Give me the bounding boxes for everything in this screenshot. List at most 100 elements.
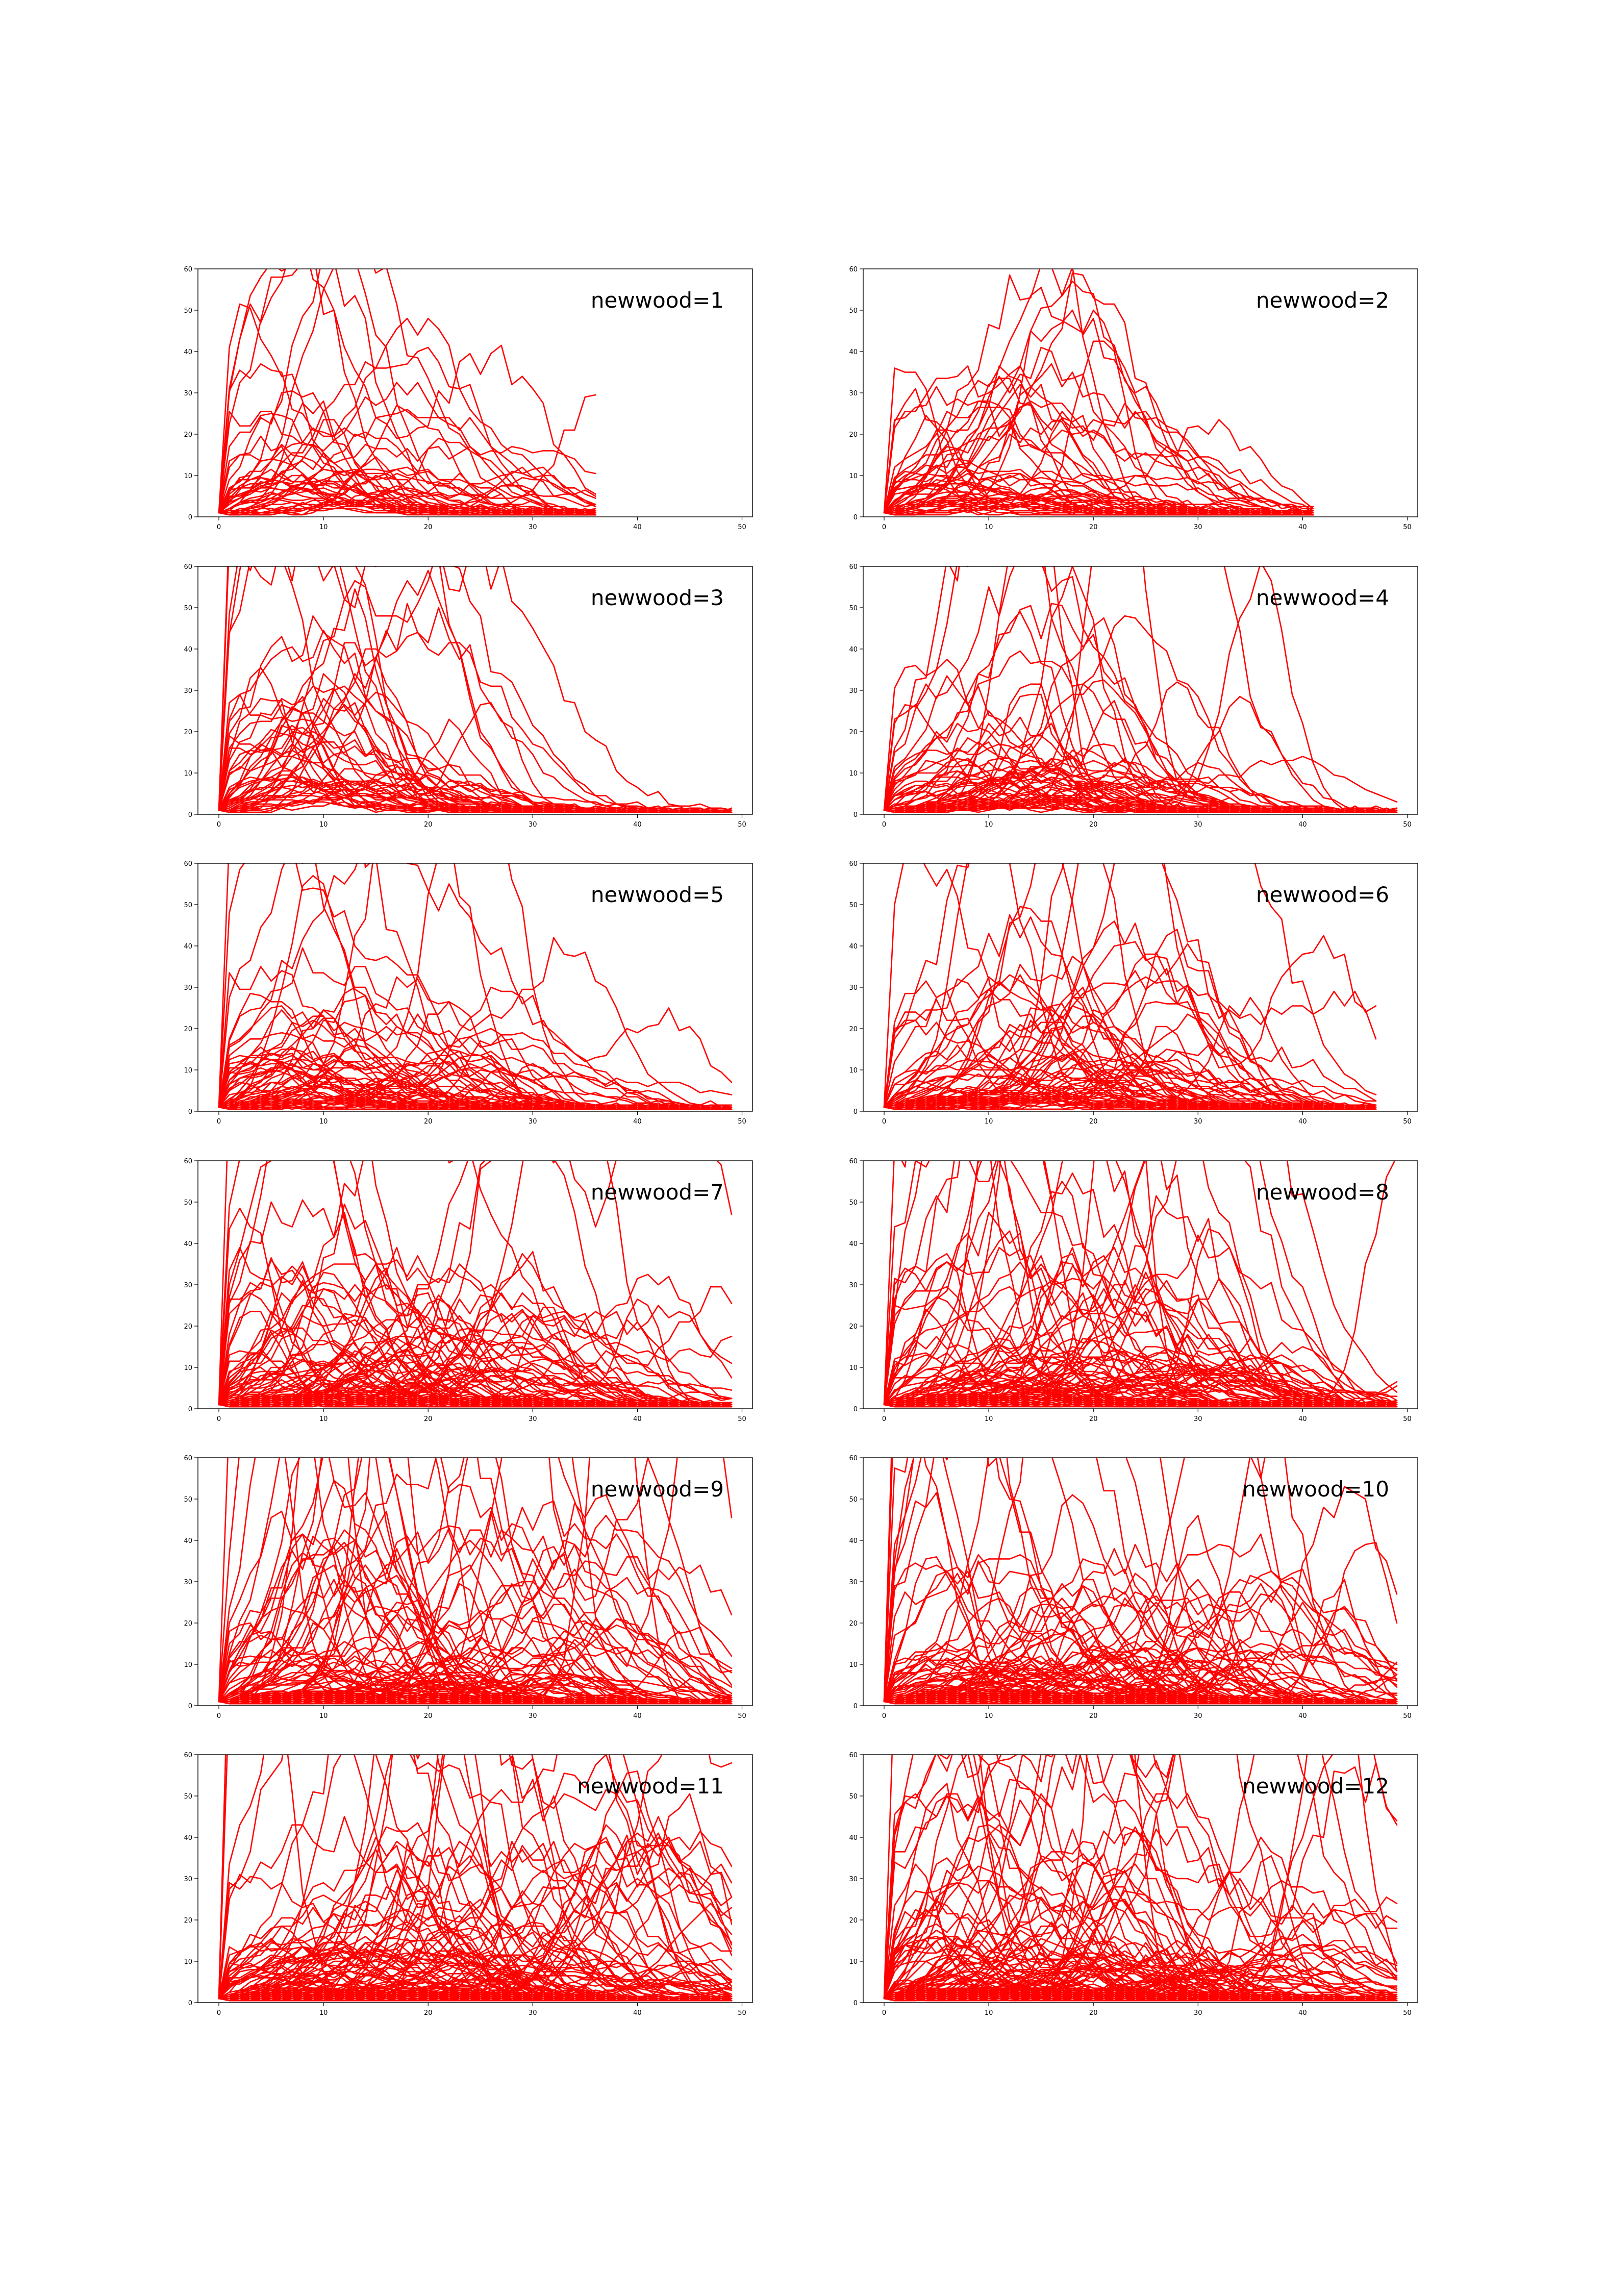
series-line [218, 1755, 733, 2002]
y-tick-label: 40 [849, 348, 858, 356]
y-tick-label: 10 [184, 472, 192, 480]
series-line [218, 780, 733, 813]
y-tick-label: 0 [853, 2000, 858, 2007]
y-tick-label: 20 [184, 729, 192, 736]
series-line [883, 1899, 1398, 2002]
series-line [218, 1663, 733, 1705]
traces [218, 863, 733, 1110]
y-tick-label: 50 [849, 1793, 858, 1801]
y-tick-label: 20 [849, 1917, 858, 1925]
x-tick-label: 10 [319, 523, 328, 531]
series-line [218, 1894, 733, 2002]
y-tick-label: 10 [849, 1364, 858, 1372]
series-line [883, 1364, 1398, 1408]
x-tick-label: 30 [529, 1712, 537, 1720]
panel-title: newwood=11 [577, 1774, 724, 1799]
y-tick-label: 30 [849, 984, 858, 992]
x-tick-label: 40 [633, 1118, 642, 1126]
x-tick-label: 30 [1194, 1712, 1202, 1720]
series-line [218, 346, 596, 514]
series-line [883, 566, 1398, 813]
series-line [218, 566, 733, 811]
y-tick-label: 10 [184, 1958, 192, 1966]
series-line [883, 863, 1377, 1110]
y-tick-label: 40 [184, 1834, 192, 1842]
series-line [883, 411, 1314, 514]
series-line [883, 1657, 1398, 1705]
x-tick-label: 40 [1298, 2009, 1307, 2017]
y-tick-label: 60 [849, 1752, 858, 1759]
x-tick-label: 30 [529, 523, 537, 531]
series-line [883, 1661, 1398, 1705]
y-tick-label: 20 [184, 1323, 192, 1331]
y-tick-label: 30 [184, 984, 192, 992]
y-tick-label: 40 [849, 943, 858, 951]
x-tick-label: 0 [882, 1415, 886, 1423]
panel-6: 0 10 20 30 40 50 0 10 20 30 40 50 60 newwood=6 [849, 860, 1418, 1126]
x-tick-label: 20 [1089, 1712, 1098, 1720]
traces [883, 863, 1377, 1110]
panel-title: newwood=4 [1256, 585, 1389, 610]
panel-title: newwood=9 [591, 1477, 724, 1502]
series-line [218, 413, 596, 516]
series-line [883, 1053, 1377, 1110]
panel-title: newwood=6 [1256, 882, 1389, 907]
y-tick-label: 40 [849, 1537, 858, 1545]
y-tick-label: 0 [853, 1703, 858, 1710]
y-tick-label: 20 [849, 431, 858, 439]
y-tick-label: 60 [849, 860, 858, 868]
y-tick-label: 60 [184, 266, 192, 273]
series-line [218, 1886, 733, 2000]
series-line [883, 1755, 1398, 2002]
series-line [883, 1331, 1398, 1408]
series-line [218, 1816, 733, 2000]
panel-title: newwood=3 [591, 585, 724, 610]
x-tick-label: 40 [1298, 1712, 1307, 1720]
x-tick-label: 20 [424, 2009, 433, 2017]
series-line [218, 1051, 733, 1110]
y-tick-label: 40 [849, 1240, 858, 1248]
series-line [883, 472, 1314, 516]
y-tick-label: 10 [849, 770, 858, 778]
y-tick-label: 50 [849, 1199, 858, 1207]
x-tick-label: 0 [217, 1415, 221, 1423]
x-tick-label: 10 [985, 1118, 993, 1126]
x-tick-label: 40 [633, 2009, 642, 2017]
series-line [218, 1028, 733, 1110]
x-tick-label: 20 [1089, 1118, 1098, 1126]
series-line [218, 1755, 733, 2002]
y-tick-label: 10 [849, 1958, 858, 1966]
series-line [883, 1956, 1398, 2002]
y-tick-label: 20 [184, 1620, 192, 1628]
series-line [218, 1315, 733, 1408]
series-line [883, 1665, 1398, 1703]
series-line [218, 394, 596, 516]
x-tick-label: 30 [529, 821, 537, 829]
series-line [218, 497, 596, 516]
x-tick-label: 40 [1298, 1415, 1307, 1423]
x-tick-label: 50 [738, 821, 746, 829]
y-tick-label: 60 [849, 563, 858, 571]
series-line [218, 966, 733, 1110]
x-tick-label: 40 [633, 523, 642, 531]
y-tick-label: 40 [849, 1834, 858, 1842]
x-tick-label: 50 [738, 1712, 746, 1720]
x-tick-label: 40 [1298, 523, 1307, 531]
panel-7: 0 10 20 30 40 50 0 10 20 30 40 50 60 newwood=7 [184, 1158, 753, 1423]
series-line [883, 1755, 1398, 2000]
x-tick-label: 20 [1089, 821, 1098, 829]
series-line [883, 974, 1377, 1110]
x-tick-label: 50 [1403, 2009, 1412, 2017]
panel-4: 0 10 20 30 40 50 0 10 20 30 40 50 60 newwood=4 [849, 563, 1418, 829]
series-line [883, 400, 1314, 516]
series-line [883, 386, 1314, 514]
x-tick-label: 50 [738, 1415, 746, 1423]
series-line [883, 1255, 1398, 1408]
series-line [218, 863, 733, 1110]
y-tick-label: 40 [184, 943, 192, 951]
y-tick-label: 0 [188, 2000, 192, 2007]
series-line [883, 1246, 1398, 1408]
x-tick-label: 0 [217, 2009, 221, 2017]
y-tick-label: 50 [184, 307, 192, 315]
